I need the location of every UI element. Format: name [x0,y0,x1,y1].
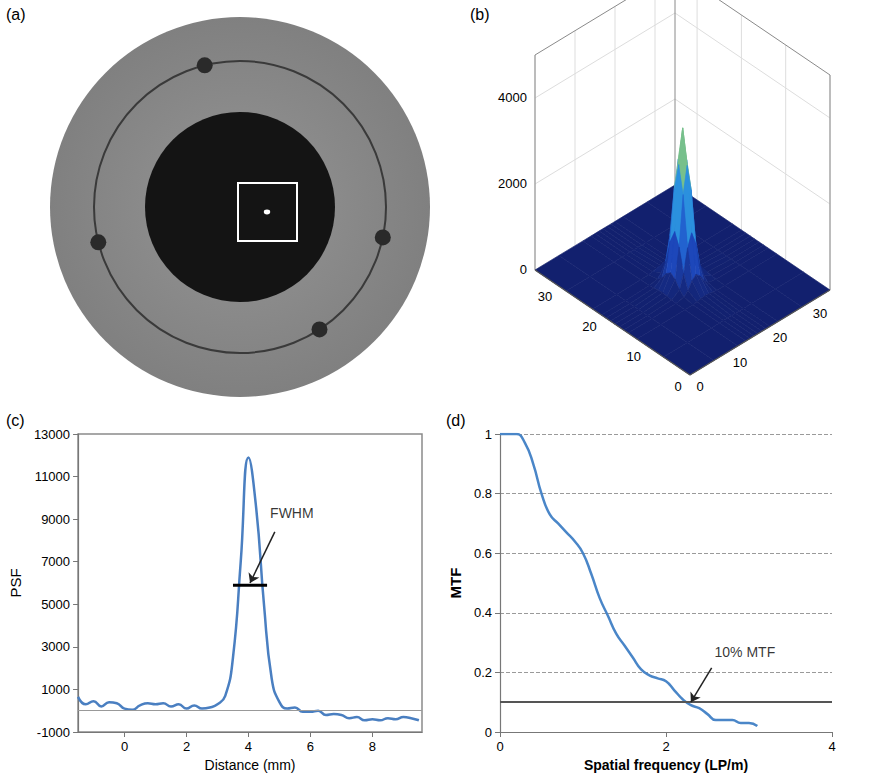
svg-text:2: 2 [183,739,190,754]
svg-text:20: 20 [582,319,596,334]
svg-text:(b): (b) [470,6,490,23]
svg-text:0: 0 [696,379,703,394]
svg-text:0: 0 [496,739,503,754]
svg-text:1: 1 [485,427,492,442]
svg-text:9000: 9000 [41,512,70,527]
svg-text:0: 0 [674,379,681,394]
svg-text:6: 6 [307,739,314,754]
svg-text:1000: 1000 [41,682,70,697]
svg-text:0.2: 0.2 [474,665,492,680]
svg-text:Spatial frequency (LP/m): Spatial frequency (LP/m) [584,757,748,773]
svg-text:20: 20 [773,330,787,345]
svg-text:10% MTF: 10% MTF [715,644,776,660]
svg-text:PSF: PSF [7,568,24,597]
svg-text:10: 10 [626,349,640,364]
svg-text:5000: 5000 [41,597,70,612]
svg-text:2: 2 [662,739,669,754]
svg-text:11000: 11000 [35,469,70,484]
svg-text:13000: 13000 [34,427,70,442]
svg-text:10: 10 [733,355,747,370]
svg-text:4: 4 [245,739,252,754]
svg-text:0: 0 [121,739,128,754]
svg-text:0.4: 0.4 [474,605,492,620]
svg-text:30: 30 [813,306,827,321]
svg-text:4000: 4000 [498,90,527,105]
svg-text:MTF: MTF [447,568,464,599]
svg-text:0.8: 0.8 [474,486,492,501]
svg-text:FWHM: FWHM [270,505,314,521]
svg-text:0: 0 [485,725,492,740]
svg-text:-1000: -1000 [37,725,70,740]
svg-text:3000: 3000 [41,639,70,654]
svg-text:(c): (c) [6,412,25,429]
svg-text:(a): (a) [6,6,26,23]
svg-text:4: 4 [828,739,835,754]
svg-text:7000: 7000 [41,554,70,569]
svg-text:Distance (mm): Distance (mm) [205,757,296,773]
svg-text:(d): (d) [446,412,466,429]
svg-text:8: 8 [369,739,376,754]
svg-text:0.6: 0.6 [474,546,492,561]
svg-text:2000: 2000 [498,176,527,191]
svg-text:0: 0 [520,262,527,277]
svg-text:30: 30 [538,289,552,304]
